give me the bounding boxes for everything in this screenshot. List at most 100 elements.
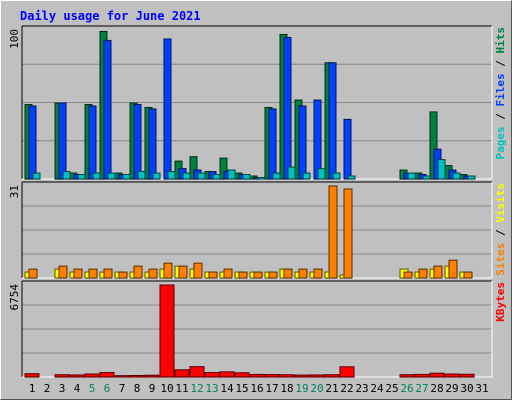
x-tick-label: 11 [175, 382, 188, 395]
x-tick-label: 8 [134, 382, 141, 395]
bar-hits-files [88, 105, 97, 180]
bar-kbytes-kbytes [264, 374, 280, 378]
bar-hits-pages [152, 172, 161, 180]
bar-visits-sites [238, 271, 248, 279]
x-tick-label: 24 [370, 382, 384, 395]
bar-hits-files [163, 38, 172, 180]
bar-visits-sites [193, 262, 203, 279]
bar-visits-sites [178, 265, 188, 279]
bar-visits-sites [448, 259, 458, 279]
x-tick-label: 7 [119, 382, 126, 395]
legend-kbytes: KBytes [494, 282, 507, 322]
bar-visits-sites [463, 271, 473, 279]
bar-hits-files [343, 118, 352, 180]
x-tick-label: 10 [160, 382, 173, 395]
x-tick-label: 4 [74, 382, 81, 395]
bar-visits-sites [73, 268, 83, 279]
bar-kbytes-kbytes [249, 373, 265, 378]
x-tick-label: 6 [104, 382, 111, 395]
bar-visits-sites [283, 268, 293, 279]
bar-kbytes-kbytes [414, 373, 430, 378]
y-max-label: 6754 [8, 284, 21, 311]
bar-kbytes-kbytes [459, 373, 475, 378]
bar-hits-pages [107, 172, 116, 180]
bar-hits-pages [332, 172, 341, 180]
bar-hits-pages [467, 175, 476, 180]
bar-visits-sites [298, 268, 308, 279]
bar-visits-sites [163, 262, 173, 279]
bar-kbytes-kbytes [159, 284, 175, 378]
bar-kbytes-kbytes [99, 372, 115, 378]
bar-kbytes-kbytes [129, 375, 145, 378]
bar-hits-pages [422, 175, 431, 180]
x-tick-label: 14 [220, 382, 234, 395]
bar-visits-sites [433, 265, 443, 279]
bar-hits-pages [77, 174, 86, 180]
x-tick-label: 18 [280, 382, 293, 395]
bar-visits-sites [118, 271, 128, 279]
bar-kbytes-kbytes [189, 366, 205, 378]
bar-hits-pages [122, 174, 131, 180]
bar-kbytes-kbytes [399, 374, 415, 378]
bar-hits-pages [347, 175, 356, 180]
bar-hits-pages [302, 172, 311, 180]
bar-kbytes-kbytes [309, 374, 325, 378]
bar-hits-pages [257, 177, 266, 180]
bar-hits-pages [227, 169, 236, 180]
bar-kbytes-kbytes [114, 375, 130, 378]
bar-hits-pages [317, 168, 326, 180]
x-tick-label: 17 [265, 382, 278, 395]
x-tick-label: 23 [355, 382, 368, 395]
x-tick-label: 5 [89, 382, 96, 395]
bar-kbytes-kbytes [84, 373, 100, 378]
bar-visits-sites [208, 271, 218, 279]
x-tick-label: 13 [205, 382, 218, 395]
bar-visits-sites [343, 188, 353, 279]
bar-hits-files [133, 104, 142, 180]
legend-entry: Sites [494, 243, 507, 276]
bar-hits-files [283, 36, 292, 180]
bar-hits-pages [182, 172, 191, 180]
x-tick-label: 3 [59, 382, 66, 395]
y-max-label: 31 [8, 185, 21, 198]
bar-hits-pages [437, 159, 446, 180]
y-max-label: 100 [8, 29, 21, 49]
bar-visits-sites [328, 185, 338, 279]
legend-entry: / [494, 107, 507, 127]
legend-visits: Sites / Visits [494, 183, 507, 276]
bar-visits-sites [103, 268, 113, 279]
bar-visits-sites [223, 268, 233, 279]
bar-visits-sites [403, 271, 413, 279]
bar-hits-pages [242, 174, 251, 180]
bar-visits-sites [253, 271, 263, 279]
legend-entry: Visits [494, 183, 507, 223]
x-tick-label: 21 [325, 382, 338, 395]
bar-hits-pages [272, 172, 281, 180]
bar-kbytes-kbytes [24, 373, 40, 378]
legend-entry: KBytes [494, 282, 507, 322]
bar-visits-sites [148, 268, 158, 279]
bar-kbytes-kbytes [279, 374, 295, 378]
legend-entry: / [494, 223, 507, 243]
bar-visits-sites [88, 268, 98, 279]
x-tick-label: 31 [475, 382, 488, 395]
x-tick-label: 27 [415, 382, 428, 395]
bar-kbytes-kbytes [174, 369, 190, 378]
legend-entry: Pages [494, 126, 507, 159]
x-tick-label: 29 [445, 382, 458, 395]
bar-hits-pages [137, 171, 146, 180]
x-tick-label: 26 [400, 382, 413, 395]
bar-hits-pages [92, 172, 101, 180]
bar-visits-sites [268, 271, 278, 279]
bar-kbytes-kbytes [324, 374, 340, 378]
x-tick-label: 15 [235, 382, 248, 395]
bar-kbytes-kbytes [219, 371, 235, 378]
legend-entry: Files [494, 73, 507, 106]
x-tick-label: 22 [340, 382, 353, 395]
bar-hits-files [298, 105, 307, 180]
bar-kbytes-kbytes [234, 372, 250, 378]
x-tick-label: 12 [190, 382, 203, 395]
bar-hits-files [58, 102, 67, 180]
bar-visits-sites [133, 265, 143, 279]
bar-kbytes-kbytes [444, 373, 460, 378]
